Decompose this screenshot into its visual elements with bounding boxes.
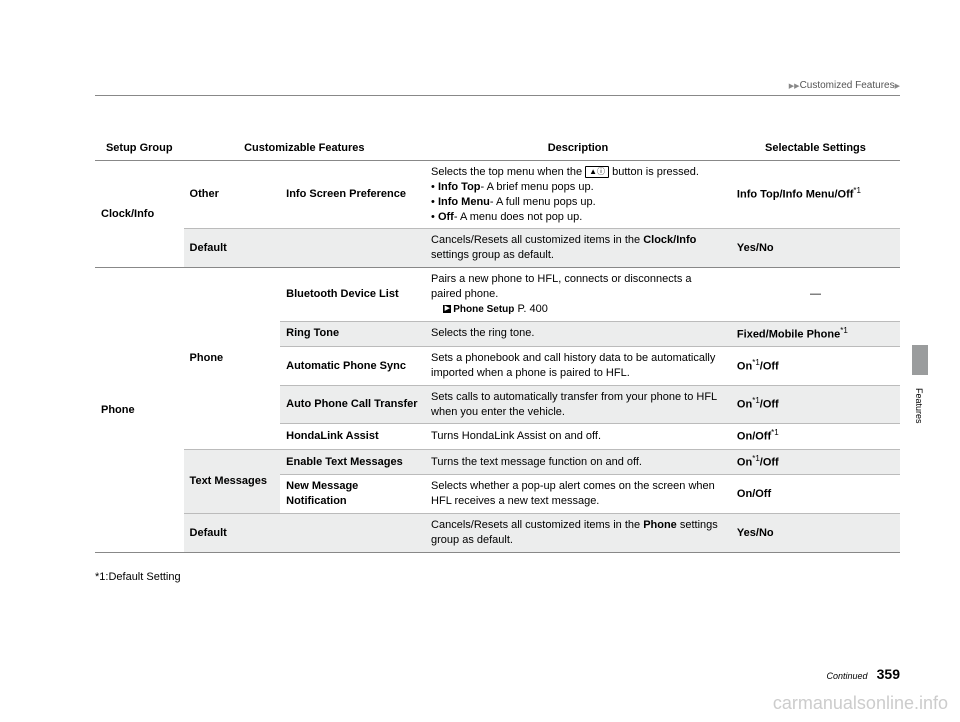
feature-cell: Info Screen Preference bbox=[280, 161, 425, 229]
subgroup-other: Other bbox=[184, 161, 281, 229]
info-button-icon: ▲ⓘ bbox=[585, 166, 609, 178]
feature-cell: HondaLink Assist bbox=[280, 424, 425, 450]
description-cell: Cancels/Resets all customized items in t… bbox=[425, 229, 731, 268]
feature-cell: Auto Phone Call Transfer bbox=[280, 385, 425, 424]
xref-icon: ▶ bbox=[443, 305, 451, 313]
feature-cell: Bluetooth Device List bbox=[280, 268, 425, 322]
description-cell: Sets calls to automatically transfer fro… bbox=[425, 385, 731, 424]
side-label: Features bbox=[914, 388, 924, 424]
description-cell: Selects the ring tone. bbox=[425, 321, 731, 347]
setting-cell: Fixed/Mobile Phone*1 bbox=[731, 321, 900, 347]
side-tab bbox=[912, 345, 928, 375]
header-settings: Selectable Settings bbox=[731, 136, 900, 161]
table-row: Text Messages Enable Text Messages Turns… bbox=[95, 449, 900, 475]
chevron-icon: ▶▶ bbox=[789, 83, 800, 90]
description-cell: Selects whether a pop-up alert comes on … bbox=[425, 475, 731, 514]
feature-cell: Default bbox=[184, 229, 425, 268]
table-row: Clock/Info Other Info Screen Preference … bbox=[95, 161, 900, 229]
breadcrumb: ▶▶Customized Features▶ bbox=[95, 80, 900, 96]
description-cell: Sets a phonebook and call history data t… bbox=[425, 347, 731, 386]
description-cell: Turns the text message function on and o… bbox=[425, 449, 731, 475]
setting-cell: On*1/Off bbox=[731, 385, 900, 424]
setting-cell: On*1/Off bbox=[731, 347, 900, 386]
description-cell: Selects the top menu when the ▲ⓘ button … bbox=[425, 161, 731, 229]
settings-table: Setup Group Customizable Features Descri… bbox=[95, 136, 900, 553]
page-number: 359 bbox=[877, 666, 900, 682]
table-row: Default Cancels/Resets all customized it… bbox=[95, 514, 900, 553]
table-row: Default Cancels/Resets all customized it… bbox=[95, 229, 900, 268]
continued-label: Continued bbox=[827, 671, 868, 681]
feature-cell: New Message Notification bbox=[280, 475, 425, 514]
setting-cell: On/Off bbox=[731, 475, 900, 514]
watermark: carmanualsonline.info bbox=[773, 693, 948, 714]
header-setup-group: Setup Group bbox=[95, 136, 184, 161]
description-cell: Pairs a new phone to HFL, connects or di… bbox=[425, 268, 731, 322]
setting-cell: Info Top/Info Menu/Off*1 bbox=[731, 161, 900, 229]
table-row: Phone Phone Bluetooth Device List Pairs … bbox=[95, 268, 900, 322]
setting-cell: On/Off*1 bbox=[731, 424, 900, 450]
group-phone: Phone bbox=[95, 268, 184, 553]
chevron-icon: ▶ bbox=[895, 83, 900, 90]
setting-cell: Yes/No bbox=[731, 514, 900, 553]
header-features: Customizable Features bbox=[184, 136, 425, 161]
group-clock-info: Clock/Info bbox=[95, 161, 184, 268]
setting-cell: — bbox=[731, 268, 900, 322]
page-footer: Continued 359 bbox=[827, 666, 900, 682]
footnote: *1:Default Setting bbox=[95, 571, 900, 583]
feature-cell: Ring Tone bbox=[280, 321, 425, 347]
feature-cell: Enable Text Messages bbox=[280, 449, 425, 475]
subgroup-text: Text Messages bbox=[184, 449, 281, 513]
setting-cell: Yes/No bbox=[731, 229, 900, 268]
header-description: Description bbox=[425, 136, 731, 161]
subgroup-phone: Phone bbox=[184, 268, 281, 450]
setting-cell: On*1/Off bbox=[731, 449, 900, 475]
table-header-row: Setup Group Customizable Features Descri… bbox=[95, 136, 900, 161]
description-cell: Cancels/Resets all customized items in t… bbox=[425, 514, 731, 553]
feature-cell: Automatic Phone Sync bbox=[280, 347, 425, 386]
description-cell: Turns HondaLink Assist on and off. bbox=[425, 424, 731, 450]
feature-cell: Default bbox=[184, 514, 425, 553]
